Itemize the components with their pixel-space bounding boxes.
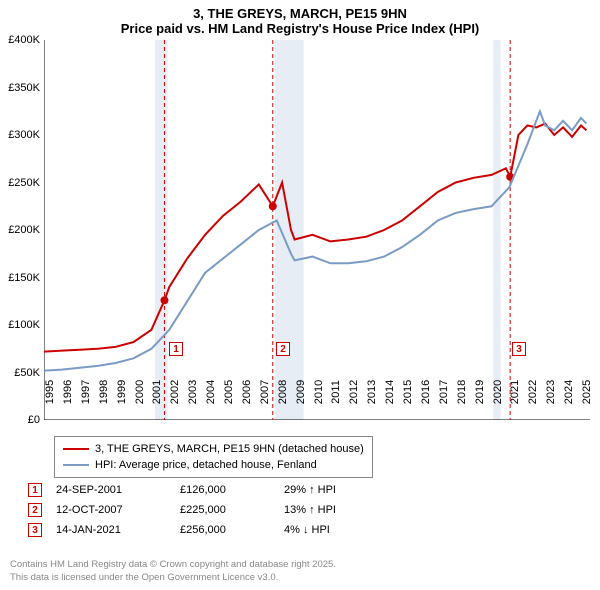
x-tick-label: 1995 bbox=[44, 380, 56, 404]
x-tick-label: 2012 bbox=[348, 380, 360, 404]
x-tick-label: 2016 bbox=[420, 380, 432, 404]
x-tick-label: 2004 bbox=[205, 380, 217, 404]
sale-pct: 4% ↓ HPI bbox=[284, 524, 394, 536]
x-tick-label: 2010 bbox=[313, 380, 325, 404]
legend-swatch bbox=[63, 464, 89, 466]
x-tick-label: 2006 bbox=[241, 380, 253, 404]
page-subtitle: Price paid vs. HM Land Registry's House … bbox=[0, 21, 600, 40]
sale-marker-box: 1 bbox=[28, 483, 42, 497]
y-axis-labels: £0£50K£100K£150K£200K£250K£300K£350K£400… bbox=[0, 40, 42, 420]
x-tick-label: 2021 bbox=[509, 380, 521, 404]
legend-item: HPI: Average price, detached house, Fenl… bbox=[63, 457, 364, 473]
y-tick-label: £0 bbox=[28, 414, 40, 426]
legend-item: 3, THE GREYS, MARCH, PE15 9HN (detached … bbox=[63, 441, 364, 457]
table-row: 3 14-JAN-2021 £256,000 4% ↓ HPI bbox=[28, 520, 394, 540]
legend-label: 3, THE GREYS, MARCH, PE15 9HN (detached … bbox=[95, 443, 364, 455]
x-tick-label: 2019 bbox=[474, 380, 486, 404]
x-tick-label: 2011 bbox=[330, 380, 342, 404]
x-tick-label: 2009 bbox=[295, 380, 307, 404]
sale-date: 12-OCT-2007 bbox=[56, 504, 166, 516]
y-tick-label: £400K bbox=[8, 34, 40, 46]
sale-pct: 13% ↑ HPI bbox=[284, 504, 394, 516]
x-tick-label: 2018 bbox=[456, 380, 468, 404]
x-axis-labels: 1995199619971998199920002001200220032004… bbox=[44, 388, 590, 428]
attribution-line: This data is licensed under the Open Gov… bbox=[10, 572, 336, 584]
x-tick-label: 1998 bbox=[98, 380, 110, 404]
sale-price: £256,000 bbox=[180, 524, 270, 536]
y-tick-label: £150K bbox=[8, 272, 40, 284]
x-tick-label: 2002 bbox=[169, 380, 181, 404]
x-tick-label: 1999 bbox=[116, 380, 128, 404]
x-tick-label: 1997 bbox=[80, 380, 92, 404]
x-tick-label: 2005 bbox=[223, 380, 235, 404]
page-title: 3, THE GREYS, MARCH, PE15 9HN bbox=[0, 0, 600, 21]
x-tick-label: 2015 bbox=[402, 380, 414, 404]
x-tick-label: 2024 bbox=[563, 380, 575, 404]
sale-marker-on-chart: 3 bbox=[512, 342, 526, 356]
legend-swatch bbox=[63, 448, 89, 450]
x-tick-label: 2020 bbox=[492, 380, 504, 404]
x-tick-label: 2000 bbox=[134, 380, 146, 404]
table-row: 1 24-SEP-2001 £126,000 29% ↑ HPI bbox=[28, 480, 394, 500]
sales-table: 1 24-SEP-2001 £126,000 29% ↑ HPI 2 12-OC… bbox=[28, 480, 394, 540]
sale-marker-on-chart: 1 bbox=[169, 342, 183, 356]
sale-date: 24-SEP-2001 bbox=[56, 484, 166, 496]
line-chart bbox=[44, 40, 590, 420]
x-tick-label: 2022 bbox=[527, 380, 539, 404]
x-tick-label: 2001 bbox=[151, 380, 163, 404]
sale-price: £225,000 bbox=[180, 504, 270, 516]
y-tick-label: £250K bbox=[8, 177, 40, 189]
chart-legend: 3, THE GREYS, MARCH, PE15 9HN (detached … bbox=[54, 436, 373, 478]
sale-pct: 29% ↑ HPI bbox=[284, 484, 394, 496]
attribution-line: Contains HM Land Registry data © Crown c… bbox=[10, 559, 336, 571]
legend-label: HPI: Average price, detached house, Fenl… bbox=[95, 459, 317, 471]
sale-marker-box: 3 bbox=[28, 523, 42, 537]
x-tick-label: 2013 bbox=[366, 380, 378, 404]
table-row: 2 12-OCT-2007 £225,000 13% ↑ HPI bbox=[28, 500, 394, 520]
attribution-text: Contains HM Land Registry data © Crown c… bbox=[10, 559, 336, 584]
y-tick-label: £50K bbox=[14, 367, 40, 379]
x-tick-label: 2007 bbox=[259, 380, 271, 404]
y-tick-label: £200K bbox=[8, 224, 40, 236]
y-tick-label: £100K bbox=[8, 319, 40, 331]
chart-area: £0£50K£100K£150K£200K£250K£300K£350K£400… bbox=[44, 40, 590, 420]
sale-marker-on-chart: 2 bbox=[276, 342, 290, 356]
y-tick-label: £350K bbox=[8, 82, 40, 94]
x-tick-label: 1996 bbox=[62, 380, 74, 404]
x-tick-label: 2017 bbox=[438, 380, 450, 404]
sale-marker-box: 2 bbox=[28, 503, 42, 517]
sale-date: 14-JAN-2021 bbox=[56, 524, 166, 536]
x-tick-label: 2003 bbox=[187, 380, 199, 404]
y-tick-label: £300K bbox=[8, 129, 40, 141]
x-tick-label: 2023 bbox=[545, 380, 557, 404]
x-tick-label: 2008 bbox=[277, 380, 289, 404]
x-tick-label: 2025 bbox=[581, 380, 593, 404]
sale-price: £126,000 bbox=[180, 484, 270, 496]
x-tick-label: 2014 bbox=[384, 380, 396, 404]
